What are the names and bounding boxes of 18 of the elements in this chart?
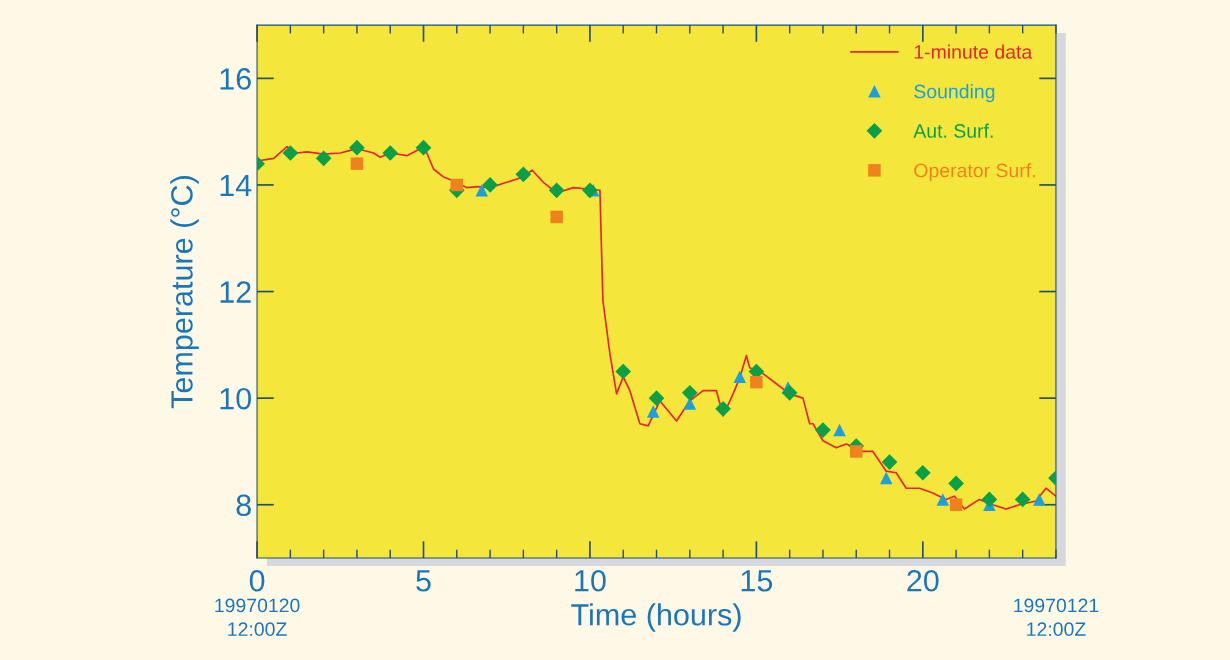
x-tick-label: 10 [575, 569, 606, 592]
legend-label: Sounding [914, 84, 995, 103]
text: 19970121 12:00Z [1014, 598, 1099, 637]
y-tick-label: 10 [220, 387, 252, 410]
legend-label: 1-minute data [914, 44, 1033, 59]
legend-label: Aut. Surf. [913, 123, 993, 138]
text: 19970120 12:00Z [215, 598, 300, 637]
y-tick-label: 8 [236, 494, 251, 517]
x-axis-title: Time (hours) [571, 603, 741, 632]
x-tick-label: 20 [907, 569, 939, 592]
x-tick-label: 5 [416, 570, 431, 592]
x-tick-label: 15 [741, 570, 773, 592]
y-axis-title: Temperature (°C) [170, 176, 199, 409]
y-tick-label: 14 [220, 175, 252, 197]
legend-label: Operator Surf. [914, 163, 1035, 182]
x-tick-label: 0 [249, 569, 265, 592]
y-tick-label: 16 [220, 68, 251, 90]
y-tick-label: 12 [220, 281, 251, 303]
